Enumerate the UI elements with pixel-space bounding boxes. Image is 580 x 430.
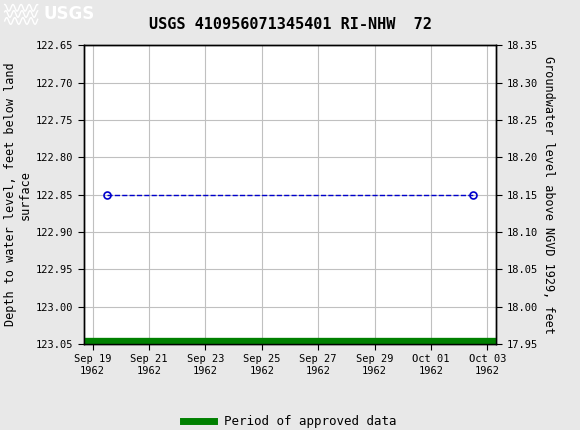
Y-axis label: Groundwater level above NGVD 1929, feet: Groundwater level above NGVD 1929, feet: [542, 55, 554, 334]
Legend: Period of approved data: Period of approved data: [178, 410, 402, 430]
Y-axis label: Depth to water level, feet below land
surface: Depth to water level, feet below land su…: [4, 63, 32, 326]
Text: USGS: USGS: [44, 5, 95, 23]
Text: USGS 410956071345401 RI-NHW  72: USGS 410956071345401 RI-NHW 72: [148, 17, 432, 32]
